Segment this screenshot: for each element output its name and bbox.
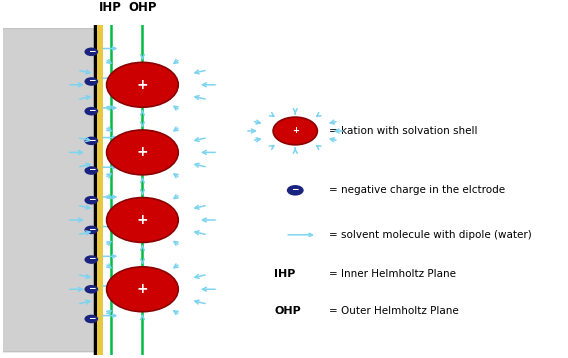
Circle shape (107, 198, 178, 242)
Circle shape (287, 185, 304, 195)
Text: −: − (87, 314, 95, 323)
Text: −: − (87, 225, 95, 234)
Circle shape (85, 77, 98, 86)
Text: = kation with solvation shell: = kation with solvation shell (329, 126, 478, 136)
Circle shape (85, 48, 98, 56)
Circle shape (107, 62, 178, 107)
Text: −: − (87, 195, 95, 204)
Circle shape (107, 130, 178, 175)
Text: +: + (137, 145, 148, 159)
Text: IHP: IHP (99, 1, 122, 14)
Circle shape (85, 166, 98, 175)
Bar (97, 25, 103, 355)
Text: −: − (87, 47, 95, 55)
Text: −: − (87, 165, 95, 174)
Circle shape (85, 255, 98, 264)
Text: −: − (291, 185, 299, 194)
Circle shape (273, 117, 318, 145)
Text: −: − (87, 284, 95, 293)
Circle shape (85, 107, 98, 116)
Text: +: + (292, 126, 299, 135)
Circle shape (85, 136, 98, 145)
Text: −: − (87, 106, 95, 115)
Text: −: − (87, 255, 95, 263)
Text: +: + (137, 213, 148, 227)
Text: = solvent molecule with dipole (water): = solvent molecule with dipole (water) (329, 230, 532, 240)
Text: +: + (137, 78, 148, 92)
FancyBboxPatch shape (0, 29, 98, 352)
Circle shape (85, 196, 98, 204)
Text: = Inner Helmholtz Plane: = Inner Helmholtz Plane (329, 270, 457, 280)
Circle shape (107, 267, 178, 312)
Text: +: + (137, 282, 148, 296)
Circle shape (85, 285, 98, 294)
Circle shape (85, 226, 98, 234)
Text: IHP: IHP (274, 270, 295, 280)
Text: OHP: OHP (128, 1, 157, 14)
Circle shape (85, 315, 98, 323)
Text: OHP: OHP (274, 306, 301, 316)
Text: = Outer Helmholtz Plane: = Outer Helmholtz Plane (329, 306, 460, 316)
Text: = negative charge in the elctrode: = negative charge in the elctrode (329, 185, 506, 195)
Text: −: − (87, 76, 95, 85)
Text: −: − (87, 136, 95, 145)
